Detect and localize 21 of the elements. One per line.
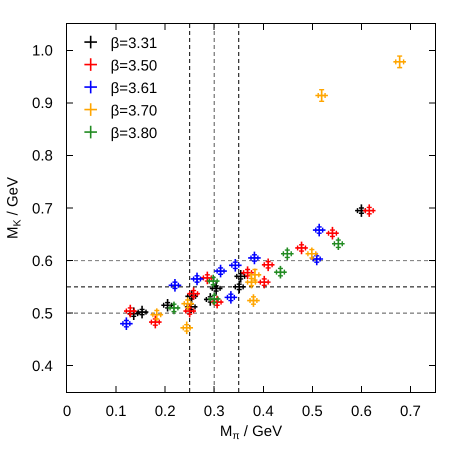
x-tick-label: 0.5 [302, 403, 323, 420]
y-tick-label: 0.7 [32, 200, 53, 218]
x-tick-label: 0.3 [204, 403, 225, 420]
x-tick-label: 0.7 [400, 403, 421, 420]
y-tick-label: 0.5 [32, 305, 53, 322]
x-tick-label: 0.6 [350, 403, 372, 420]
x-tick-label: 0.1 [106, 403, 126, 420]
y-tick-label: 0.4 [32, 358, 53, 375]
legend-label: β=3.31 [110, 34, 158, 52]
y-tick-label: 0.6 [32, 252, 53, 270]
legend-label: β=3.80 [110, 124, 158, 142]
legend-label: β=3.50 [110, 57, 158, 74]
y-tick-label: 0.8 [32, 148, 53, 165]
x-axis-title: M$_{π}$ / GeV [220, 423, 282, 442]
x-tick-label: 0.4 [252, 403, 274, 420]
y-tick-label: 0.9 [32, 95, 53, 112]
x-tick-label: 0 [62, 403, 72, 420]
legend-label: β=3.61 [110, 80, 158, 97]
x-tick-label: 0.2 [154, 403, 176, 420]
y-tick-label: 1.0 [32, 42, 53, 60]
legend-label: β=3.70 [110, 102, 158, 120]
